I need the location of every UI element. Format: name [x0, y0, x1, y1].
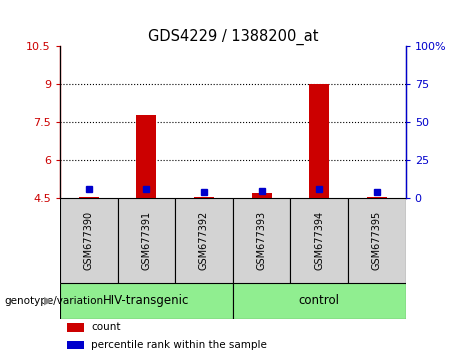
Text: ▶: ▶ — [44, 296, 53, 306]
Bar — [367, 197, 387, 198]
Text: HIV-transgenic: HIV-transgenic — [103, 295, 189, 307]
Bar — [60, 198, 118, 283]
Bar — [79, 197, 99, 198]
Text: GSM677392: GSM677392 — [199, 211, 209, 270]
Bar — [252, 193, 272, 198]
Title: GDS4229 / 1388200_at: GDS4229 / 1388200_at — [148, 28, 318, 45]
Bar — [309, 84, 329, 198]
Bar — [233, 283, 406, 319]
Bar — [60, 283, 233, 319]
Bar — [290, 198, 348, 283]
Text: GSM677393: GSM677393 — [257, 211, 266, 270]
Text: control: control — [299, 295, 340, 307]
Bar — [67, 323, 84, 332]
Text: count: count — [91, 322, 120, 332]
Bar — [233, 198, 290, 283]
Text: genotype/variation: genotype/variation — [5, 296, 104, 306]
Bar — [136, 115, 156, 198]
Text: percentile rank within the sample: percentile rank within the sample — [91, 340, 267, 350]
Text: GSM677395: GSM677395 — [372, 211, 382, 270]
Bar — [348, 198, 406, 283]
Text: GSM677390: GSM677390 — [84, 211, 94, 270]
Bar — [175, 198, 233, 283]
Bar — [67, 341, 84, 349]
Text: GSM677394: GSM677394 — [314, 211, 324, 270]
Bar — [194, 197, 214, 198]
Bar — [118, 198, 175, 283]
Text: GSM677391: GSM677391 — [142, 211, 151, 270]
